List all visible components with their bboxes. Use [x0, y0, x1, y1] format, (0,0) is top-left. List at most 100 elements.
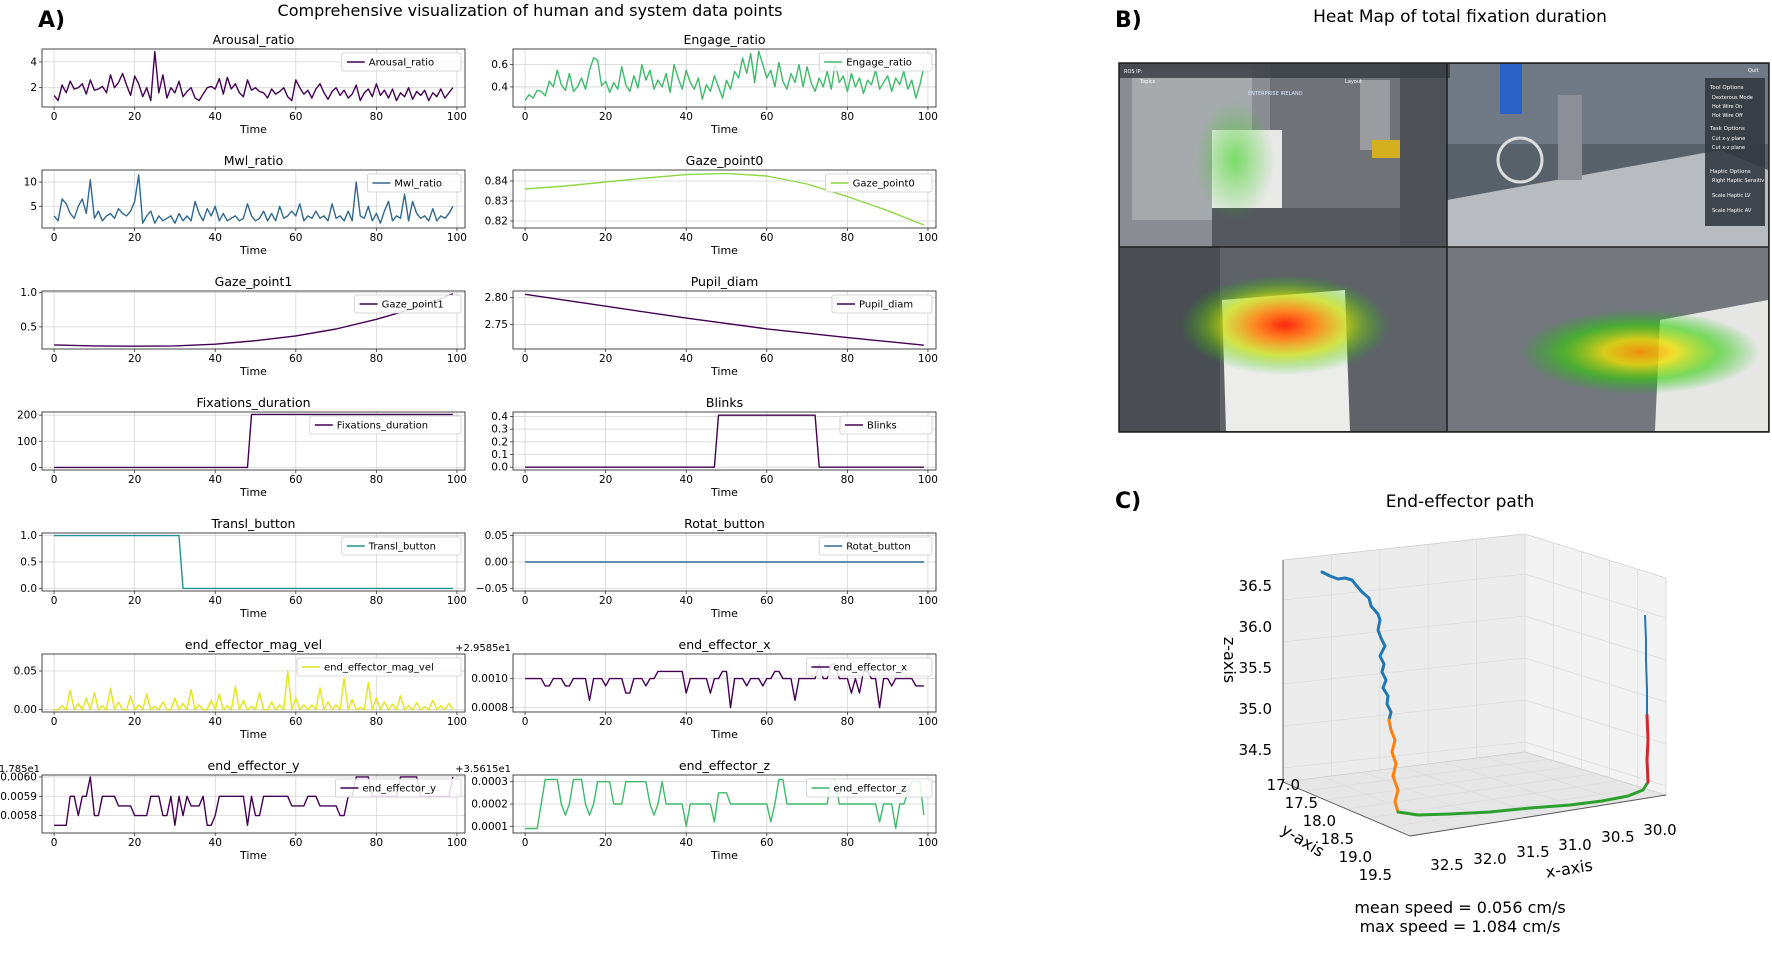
x-tick-label: 0 — [51, 232, 58, 244]
y-tick-label: 0 — [30, 462, 37, 474]
legend: Mwl_ratio — [366, 173, 462, 193]
legend-label: Pupil_diam — [859, 300, 913, 311]
legend: end_effector_y — [334, 778, 462, 798]
opt-dexterous-mode: Dexterous Mode — [1712, 95, 1753, 101]
x-tick-label: 80 — [841, 837, 854, 849]
y-tick-label: 0.5 — [20, 321, 37, 333]
legend-label: Fixations_duration — [337, 421, 428, 432]
chart-gaze0: Gaze_point0 0 20 40 60 80 100 0.82 0.83 0.84 Time G… — [485, 153, 938, 257]
x-tick-label: 40 — [680, 474, 693, 486]
opt-hot-wire-off: Hot Wire Off — [1712, 113, 1743, 119]
x-axis-label: Time — [239, 728, 267, 741]
y-tick-label: 19.0 — [1339, 848, 1372, 866]
legend-label: Arousal_ratio — [369, 58, 434, 69]
grid-line — [1444, 761, 1581, 810]
legend-box — [341, 536, 462, 556]
chart-blinks: Blinks 0 20 40 60 80 100 0.00.10.20.30.4 Time Bli… — [491, 395, 938, 499]
legend-box — [818, 52, 933, 72]
y-tick-label: 0.0 — [491, 462, 508, 474]
x-tick-label: 100 — [447, 716, 467, 728]
series-line — [525, 172, 925, 226]
axes-frame — [512, 169, 937, 229]
legend-box — [341, 52, 462, 72]
x-tick-label: 40 — [209, 232, 222, 244]
y-tick-label: 0.05 — [485, 530, 508, 542]
series-line — [525, 778, 925, 830]
opt-cut-xz: Cut x-z plane — [1712, 145, 1745, 151]
chart-fixations: Fixations_duration 0 20 40 60 80 100 0 100 200 Tim… — [17, 395, 467, 499]
legend-label: Gaze_point0 — [853, 179, 915, 190]
opt-right-haptic: Right Haptic Sensitiv — [1712, 178, 1764, 184]
x-tick-label: 0 — [51, 111, 58, 123]
y-tick-label: 1.0 — [20, 530, 37, 542]
x-axis-label: Time — [239, 365, 267, 378]
series-line — [54, 534, 453, 590]
path-segment-start-marker — [1644, 614, 1648, 715]
x-axis-label: Time — [710, 365, 738, 378]
x-tick-label: 0 — [51, 837, 58, 849]
x-axis-label: Time — [239, 123, 267, 136]
x-tick-label: 100 — [918, 595, 938, 607]
legend-box — [839, 415, 933, 435]
x-tick-label: 20 — [128, 474, 141, 486]
legend: Transl_button — [341, 536, 462, 556]
opt-scale-av: Scale Haptic AV — [1712, 208, 1752, 214]
x-tick-label: 80 — [370, 111, 383, 123]
z-tick-label: 35.5 — [1239, 659, 1272, 677]
x-tick-label: 20 — [599, 232, 612, 244]
opt-haptic-options: Haptic Options — [1710, 169, 1751, 175]
series-line — [53, 50, 454, 102]
legend-label: Rotat_button — [846, 542, 911, 553]
chart-title: Fixations_duration — [196, 395, 310, 410]
x-tick-label: 80 — [370, 595, 383, 607]
x-tick-label: 100 — [918, 716, 938, 728]
x-tick-label: 0 — [522, 474, 529, 486]
panel-c-label: C) — [1115, 489, 1141, 514]
x-tick-label: 100 — [918, 232, 938, 244]
x-tick-label: 20 — [128, 232, 141, 244]
x-tick-label: 0 — [51, 474, 58, 486]
x-tick-label: 60 — [289, 595, 302, 607]
panel-a-title: Comprehensive visualization of human and… — [278, 1, 783, 20]
legend: Blinks — [839, 415, 933, 435]
x-tick-label: 0 — [522, 716, 529, 728]
x-tick-label: 40 — [680, 716, 693, 728]
series-line — [54, 670, 454, 711]
chart-engage: Engage_ratio 0 20 40 60 80 100 0.4 0.6 Time Engage… — [491, 32, 938, 136]
x-tick-label: 100 — [918, 353, 938, 365]
chart-pupil: Pupil_diam 0 20 40 60 80 100 2.75 2.80 Time Pupil_… — [485, 274, 938, 378]
axes-frame — [41, 290, 466, 350]
y-axis-line — [1282, 781, 1411, 837]
y-tick-label: 0.1 — [491, 449, 508, 461]
x-tick-label: 40 — [680, 837, 693, 849]
grid-line — [1282, 699, 1667, 745]
chart-title: end_effector_y — [208, 758, 301, 773]
chart-title: Arousal_ratio — [213, 32, 295, 47]
x-tick-label: 0 — [522, 837, 529, 849]
x-axis-label: Time — [710, 244, 738, 257]
x-tick-label: 20 — [599, 716, 612, 728]
chart-title: Blinks — [706, 395, 743, 410]
x-axis-label: Time — [239, 849, 267, 862]
axis-offset-label: +2.9585e1 — [455, 643, 511, 654]
legend-label: Mwl_ratio — [394, 179, 442, 190]
chart-title: Rotat_button — [684, 516, 765, 531]
legend-box — [806, 657, 933, 677]
axes-frame — [41, 774, 466, 834]
y-tick-label: 17.0 — [1267, 776, 1300, 794]
x-tick-label: 0 — [522, 111, 529, 123]
x-tick-label: 32.5 — [1430, 856, 1463, 874]
chart-title: Pupil_diam — [691, 274, 759, 289]
z-axis-label: z-axis — [1220, 637, 1239, 683]
fixation-hotspot-right — [1520, 310, 1760, 394]
legend-label: Gaze_point1 — [382, 300, 444, 311]
grid-line — [1403, 766, 1539, 816]
opt-task-options: Task Options — [1709, 126, 1745, 132]
z-tick-label: 34.5 — [1239, 741, 1272, 759]
z-tick-label: 36.5 — [1239, 577, 1272, 595]
y-tick-label: 0.00 — [14, 704, 37, 716]
x-tick-label: 60 — [289, 353, 302, 365]
x-tick-label: 20 — [128, 111, 141, 123]
x-axis-label: Time — [710, 607, 738, 620]
